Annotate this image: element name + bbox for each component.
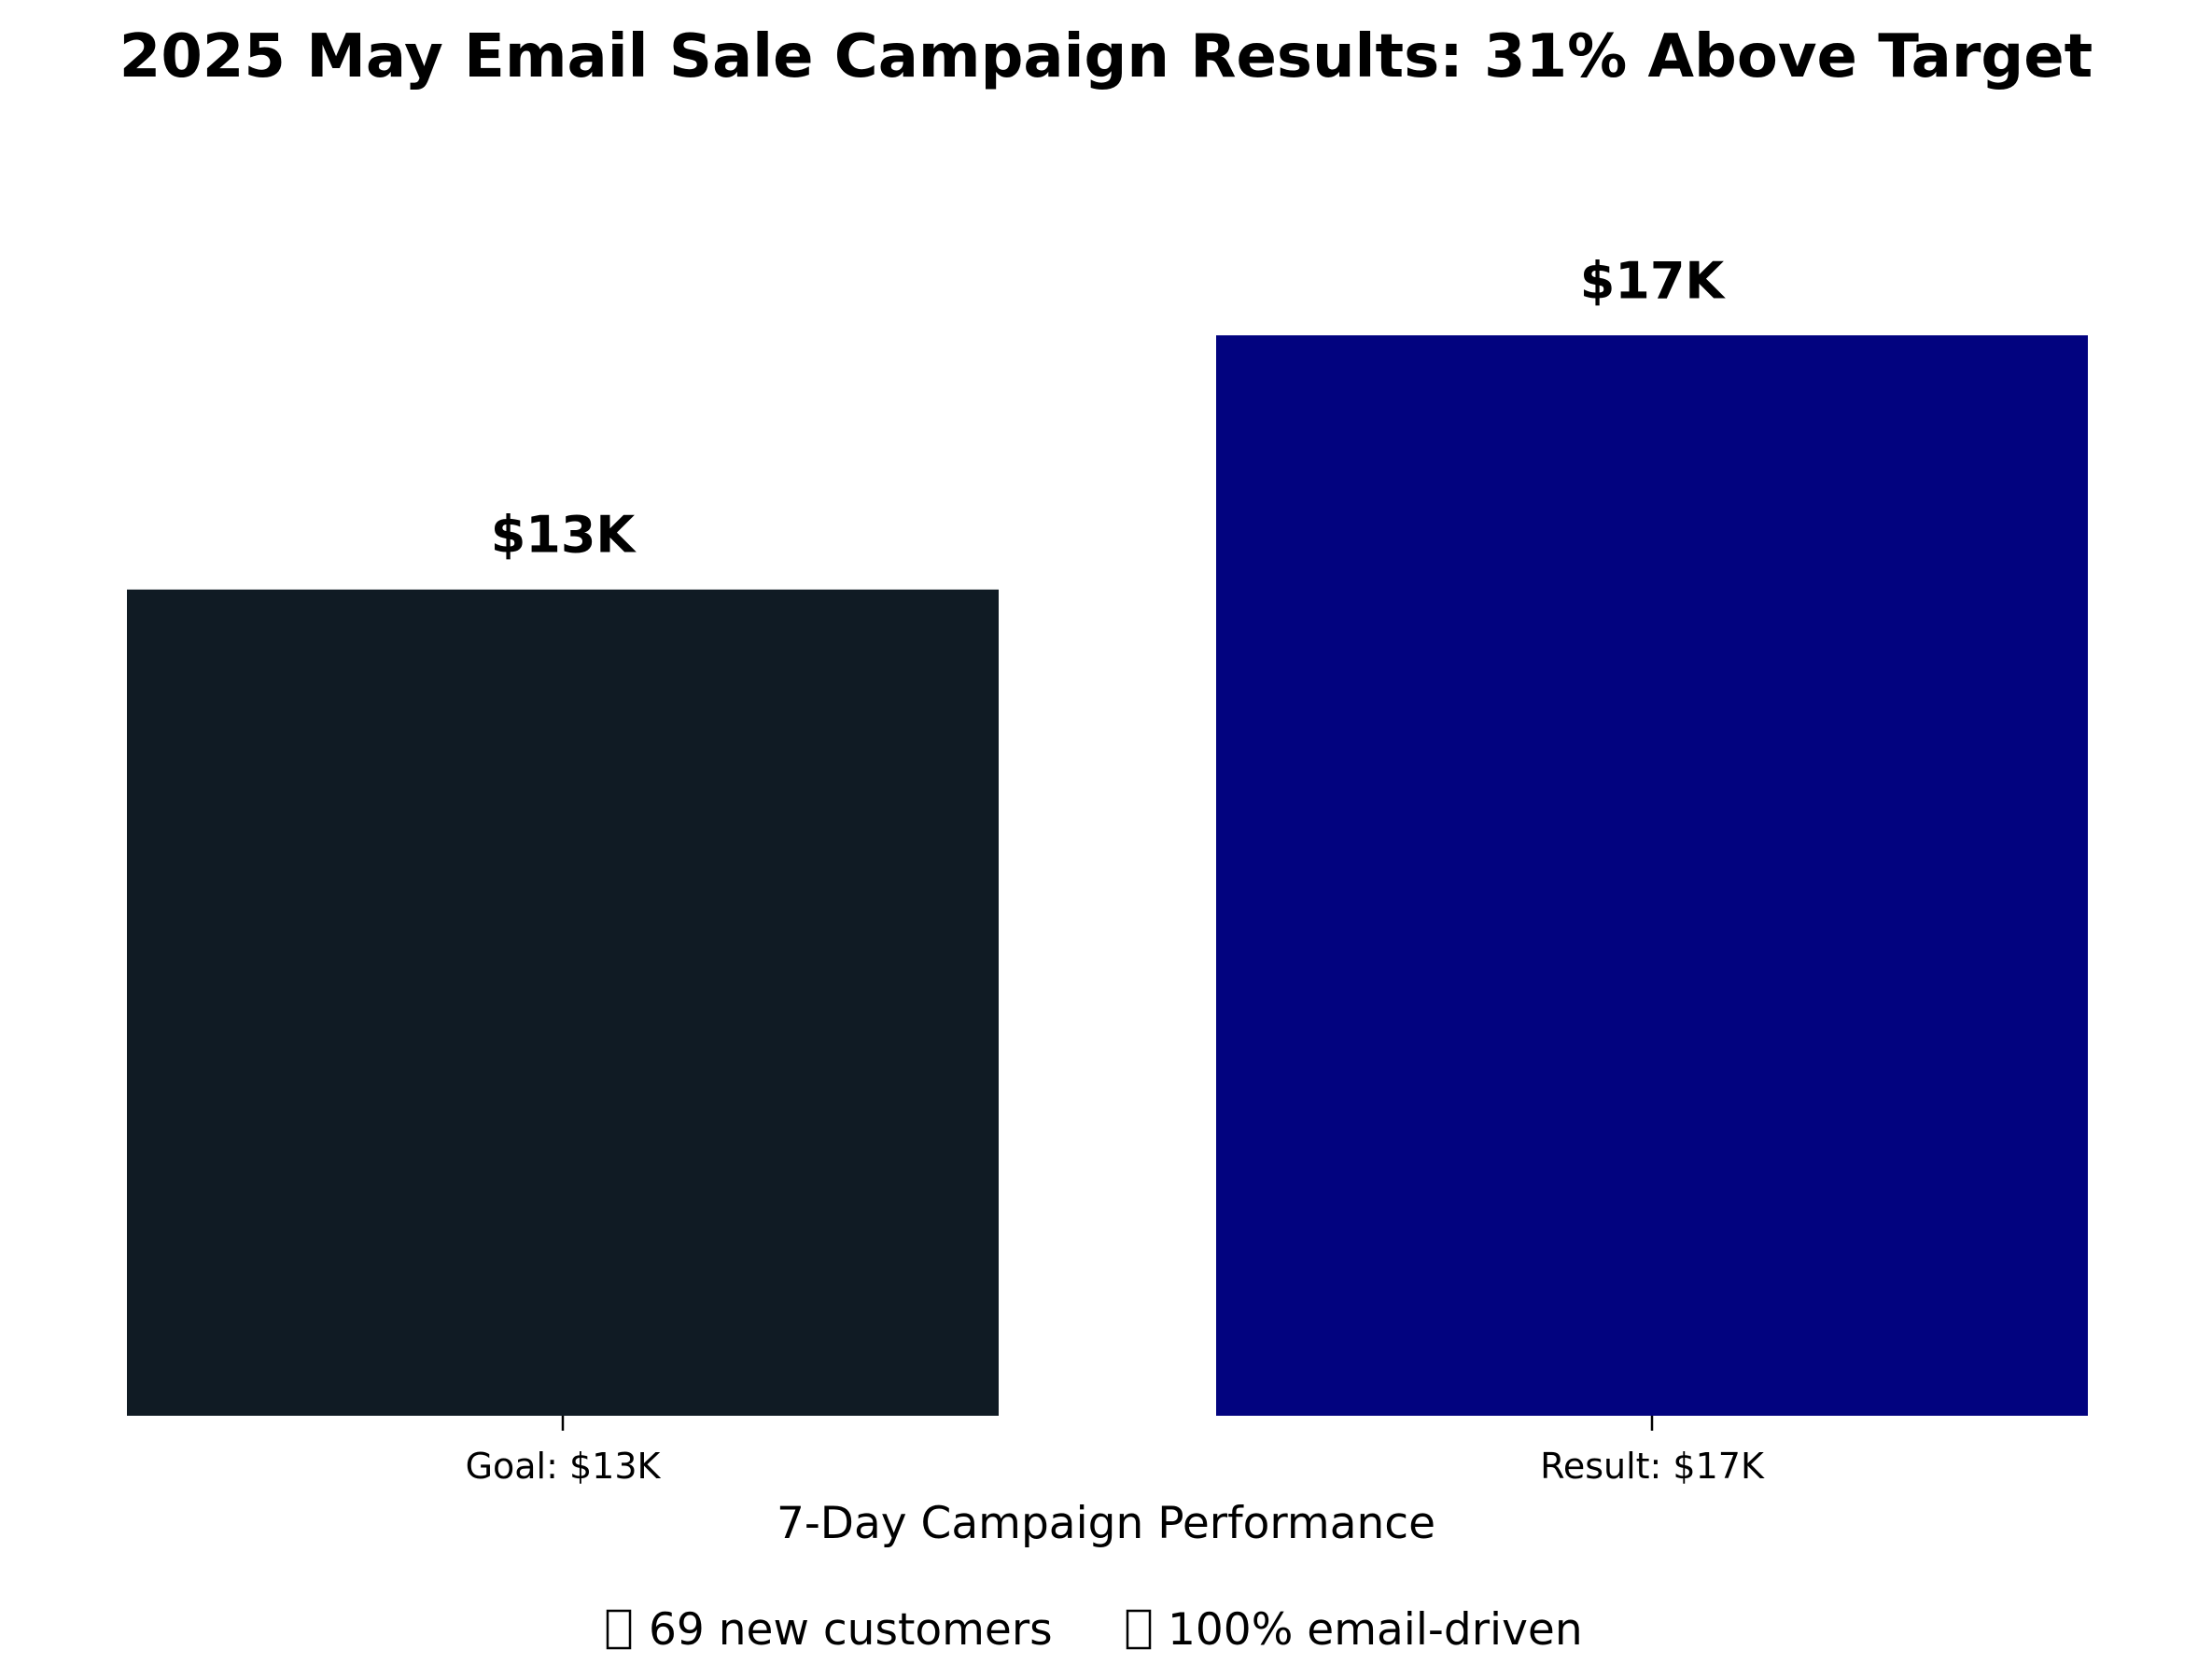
chart-title: 2025 May Email Sale Campaign Results: 31… bbox=[119, 22, 2093, 91]
bars-layer: $13K $17K bbox=[127, 251, 2088, 1416]
footnote-email-driven: 100% email-driven bbox=[1168, 1604, 1583, 1656]
bar-result bbox=[1216, 335, 2088, 1416]
bar-goal bbox=[127, 589, 999, 1416]
value-label-goal: $13K bbox=[491, 506, 637, 565]
missing-glyph-icon bbox=[606, 1609, 632, 1650]
value-label-result: $17K bbox=[1580, 251, 1727, 310]
missing-glyph-icon bbox=[1126, 1609, 1152, 1650]
x-axis-label: 7-Day Campaign Performance bbox=[777, 1498, 1435, 1549]
x-tick-label-goal: Goal: $13K bbox=[466, 1446, 662, 1487]
x-tick-label-result: Result: $17K bbox=[1540, 1446, 1765, 1487]
x-axis-ticks: Goal: $13K Result: $17K bbox=[466, 1416, 1765, 1487]
footnote: 69 new customers 100% email-driven bbox=[606, 1604, 1583, 1656]
footnote-new-customers: 69 new customers bbox=[649, 1604, 1053, 1656]
